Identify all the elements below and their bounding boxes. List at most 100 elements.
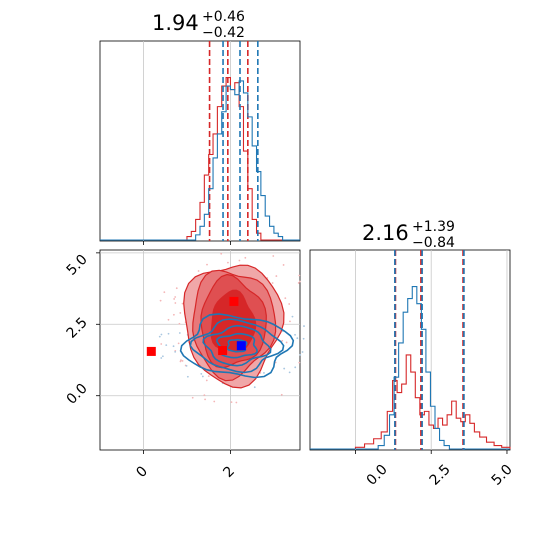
panel-top-left-title-value: 1.94 bbox=[152, 11, 199, 35]
bl-sample-point bbox=[288, 303, 291, 305]
bl-sample-point-blue bbox=[296, 337, 299, 340]
bl-sample-point bbox=[207, 375, 210, 378]
bl-sample-point bbox=[238, 259, 241, 262]
bl-sample-point bbox=[275, 275, 278, 277]
bl-sample-point-blue bbox=[201, 375, 204, 378]
bl-sample-point bbox=[285, 341, 288, 344]
bl-sample-point bbox=[213, 400, 216, 403]
bl-sample-point bbox=[175, 287, 178, 290]
bl-sample-point bbox=[272, 255, 275, 257]
bl-sample-point-blue bbox=[185, 364, 188, 367]
bl-sample-point-blue bbox=[253, 386, 256, 389]
bl-sample-point bbox=[220, 252, 223, 255]
panel-bottom-left: 5.0 2.5 0.0 0 2 bbox=[64, 249, 305, 481]
bl-blue-contour-level-4 bbox=[226, 338, 248, 353]
bl-sample-point-blue bbox=[167, 332, 170, 335]
bl-sample-point-blue bbox=[186, 375, 189, 378]
bl-sample-point-blue bbox=[283, 367, 286, 370]
bl-marker-0 bbox=[146, 346, 156, 356]
bl-sample-point bbox=[203, 394, 206, 397]
br-histogram-series-0 bbox=[310, 354, 511, 450]
bl-sample-point bbox=[235, 401, 238, 404]
br-histogram-series-1 bbox=[310, 286, 510, 450]
bl-sample-point-blue bbox=[161, 355, 164, 358]
bl-sample-point bbox=[282, 264, 285, 266]
bl-sample-point bbox=[174, 296, 177, 298]
panel-bottom-right-title-plus: +1.39 bbox=[412, 219, 455, 235]
bl-sample-point bbox=[167, 318, 170, 321]
bl-sample-point-blue bbox=[200, 372, 203, 375]
bl-blue-contour-level-3 bbox=[216, 332, 258, 359]
bl-sample-point bbox=[281, 339, 284, 342]
bl-sample-point-blue bbox=[294, 333, 296, 336]
bl-sample-point bbox=[191, 396, 194, 399]
bl-sample-point bbox=[173, 298, 176, 300]
y-tick-label-2.5: 2.5 bbox=[64, 315, 91, 342]
bl-sample-point-blue bbox=[299, 353, 302, 356]
panel-top-left: 1.94 +0.46 −0.42 bbox=[99, 9, 301, 245]
panel-bottom-right-title-minus: −0.84 bbox=[412, 235, 455, 251]
bl-sample-point bbox=[179, 312, 182, 314]
bl-sample-point bbox=[205, 379, 208, 382]
x-tick-label-0.0: 0.0 bbox=[364, 462, 391, 489]
panel-top-left-title-minus: −0.42 bbox=[202, 25, 245, 41]
bl-blue-contour-level-2 bbox=[202, 324, 272, 367]
bl-sample-point-blue bbox=[263, 372, 265, 374]
y-tick-label-0.0: 0.0 bbox=[64, 381, 91, 408]
bl-sample-point bbox=[181, 302, 184, 305]
bl-sample-point-blue bbox=[174, 350, 177, 353]
bl-sample-point-blue bbox=[291, 315, 294, 318]
bl-sample-point bbox=[297, 282, 300, 284]
bl-sample-point bbox=[244, 256, 247, 259]
bl-sample-point-blue bbox=[301, 351, 304, 353]
bl-sample-point bbox=[284, 297, 287, 300]
x-tick-label-5.0: 5.0 bbox=[489, 462, 516, 489]
bl-blue-contour-level-1 bbox=[189, 318, 285, 374]
bl-sample-point bbox=[181, 360, 184, 362]
tl-histogram-series-1 bbox=[100, 80, 300, 241]
bl-sample-point bbox=[227, 261, 229, 264]
bl-sample-point-blue bbox=[172, 345, 175, 348]
bl-marker-3 bbox=[236, 341, 246, 351]
bl-sample-point-blue bbox=[294, 366, 297, 369]
bl-sample-point-blue bbox=[288, 371, 291, 374]
bl-sample-point-blue bbox=[158, 335, 161, 338]
bl-sample-point bbox=[206, 263, 208, 266]
bl-sample-point bbox=[179, 360, 182, 363]
x-tick-label-0: 0 bbox=[133, 463, 151, 481]
bl-sample-point bbox=[174, 302, 177, 304]
panel-bottom-right: 2.16 +1.39 −0.84 0.0 2.5 5.0 bbox=[309, 219, 516, 489]
bl-sample-point bbox=[289, 320, 291, 323]
bl-sample-point bbox=[178, 322, 181, 325]
x-tick-label-2: 2 bbox=[220, 463, 238, 481]
bl-sample-point bbox=[159, 299, 162, 302]
bl-sample-point-blue bbox=[160, 357, 163, 359]
bl-marker-1 bbox=[229, 296, 239, 306]
y-tick-label-5.0: 5.0 bbox=[64, 252, 91, 279]
panel-top-left-title-plus: +0.46 bbox=[202, 9, 245, 25]
panel-bottom-right-frame bbox=[309, 249, 511, 451]
bl-sample-point-blue bbox=[165, 344, 168, 347]
panel-bottom-left-plot bbox=[96, 250, 305, 454]
x-tick-label-2.5: 2.5 bbox=[427, 462, 454, 489]
bl-sample-point bbox=[230, 401, 233, 403]
bl-sample-point bbox=[197, 270, 200, 272]
bl-sample-point bbox=[160, 343, 163, 345]
bl-marker-2 bbox=[218, 346, 228, 356]
bl-sample-point bbox=[177, 342, 180, 345]
bl-sample-point bbox=[298, 274, 301, 277]
bl-sample-point bbox=[280, 393, 283, 396]
bl-sample-point bbox=[163, 291, 166, 294]
bl-sample-point bbox=[298, 361, 301, 364]
panel-top-left-plot bbox=[100, 41, 300, 245]
bl-sample-point-blue bbox=[178, 332, 181, 334]
bl-sample-point bbox=[204, 398, 206, 401]
bl-sample-point-blue bbox=[303, 325, 305, 327]
panel-bottom-right-title-value: 2.16 bbox=[362, 221, 409, 245]
bl-sample-point-blue bbox=[160, 333, 163, 336]
bl-sample-point bbox=[172, 313, 175, 316]
tl-histogram-series-0 bbox=[100, 77, 300, 241]
bl-sample-point bbox=[298, 280, 301, 283]
bl-sample-point-blue bbox=[302, 337, 305, 340]
